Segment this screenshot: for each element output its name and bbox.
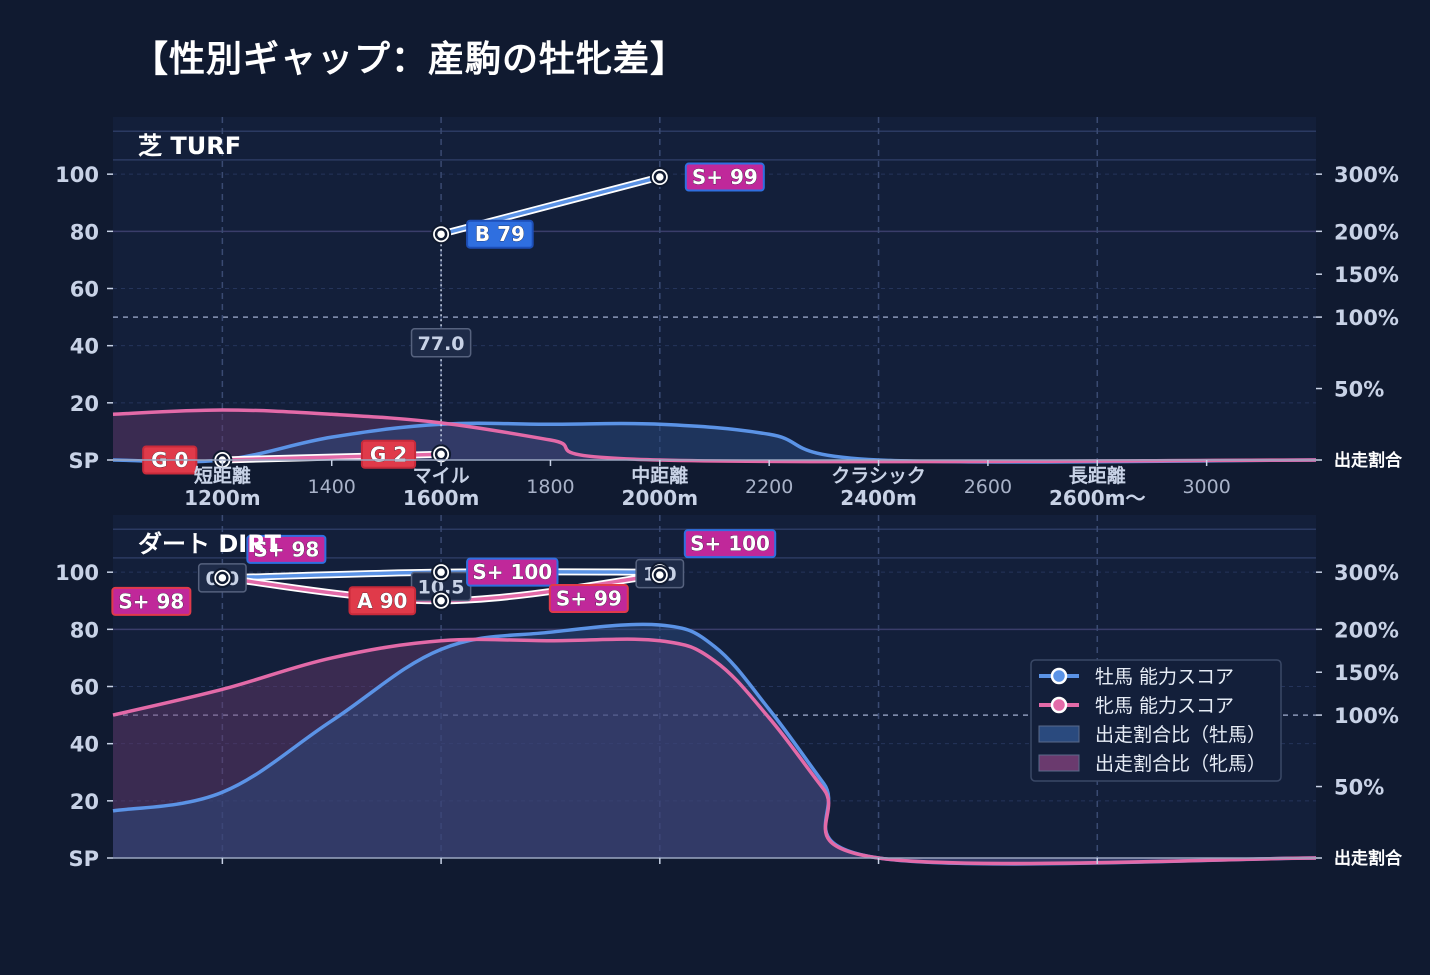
score-badge-label: S+ 99 xyxy=(692,165,758,189)
score-badge-label: B 79 xyxy=(475,222,525,246)
y-tick-label: 20 xyxy=(70,392,99,416)
x-tick-sublabel: 2400m xyxy=(840,486,917,510)
gap-label: 77.0 xyxy=(418,333,465,355)
score-badge xyxy=(360,439,417,469)
right-tick-label: 50% xyxy=(1334,776,1384,800)
right-tick-label: 300% xyxy=(1334,561,1399,585)
legend-label: 出走割合比（牡馬） xyxy=(1095,724,1266,746)
right-tick-label: 150% xyxy=(1334,661,1399,685)
panel-label: 芝 TURF xyxy=(138,132,241,160)
y-tick-label: 40 xyxy=(70,335,99,359)
y-tick-label: 60 xyxy=(70,278,99,302)
right-tick-label: 100% xyxy=(1334,306,1399,330)
score-marker-core xyxy=(434,227,448,241)
score-badge xyxy=(246,534,327,564)
score-badge-label: S+ 100 xyxy=(690,532,770,556)
female-ratio-line xyxy=(112,408,1317,464)
legend-label: 牝馬 能力スコア xyxy=(1095,695,1234,717)
right-tick-label: 150% xyxy=(1334,263,1399,287)
legend-box xyxy=(1030,659,1282,782)
x-tick-sublabel: 2600m〜 xyxy=(1049,486,1146,510)
score-badge xyxy=(466,219,534,249)
score-marker-core xyxy=(653,170,667,184)
right-tick-label: 出走割合 xyxy=(1334,848,1403,869)
legend-patch-swatch xyxy=(1038,725,1080,743)
score-badge-label: S+ 98 xyxy=(118,589,184,613)
score-badge xyxy=(348,586,417,616)
x-tick-sublabel: 1600m xyxy=(403,486,480,510)
score-badge xyxy=(683,529,777,559)
x-tick-label: 長距離 xyxy=(1069,464,1126,487)
right-tick-label: 300% xyxy=(1334,163,1399,187)
male-score-line xyxy=(439,175,662,236)
x-tick-label: 中距離 xyxy=(631,464,688,487)
score-marker-core xyxy=(216,571,229,585)
gap-label: 10.5 xyxy=(418,576,465,598)
x-tick-label: 2600 xyxy=(964,476,1012,498)
score-badge-label: S+ 99 xyxy=(556,587,622,611)
y-tick-label: 80 xyxy=(70,220,99,244)
score-marker-core xyxy=(434,565,448,579)
score-badge xyxy=(466,557,559,587)
male-ratio-area xyxy=(113,624,1316,864)
right-tick-label: 出走割合 xyxy=(1334,450,1403,471)
right-tick-label: 100% xyxy=(1334,704,1399,728)
y-tick-label: 20 xyxy=(70,790,99,814)
x-tick-label: 3000 xyxy=(1182,476,1230,498)
score-marker-core xyxy=(434,448,448,461)
score-badge xyxy=(548,584,629,614)
legend-patch-swatch xyxy=(1038,754,1080,772)
x-tick-label: 1400 xyxy=(308,476,356,498)
legend-label: 牡馬 能力スコア xyxy=(1095,666,1234,688)
score-badge-label: G 2 xyxy=(370,442,407,466)
y-tick-label: 100 xyxy=(55,163,99,187)
x-tick-sublabel: 1200m xyxy=(184,486,261,510)
score-badge-label: S+ 98 xyxy=(253,537,319,561)
x-tick-label: マイル xyxy=(413,465,470,487)
y-tick-label: 40 xyxy=(70,733,99,757)
x-tick-label: 1800 xyxy=(526,476,574,498)
right-tick-label: 200% xyxy=(1334,618,1399,642)
right-tick-label: 200% xyxy=(1334,220,1399,244)
score-badge xyxy=(111,586,192,616)
score-badge-label: S+ 100 xyxy=(472,560,552,584)
chart-title: 【性別ギャップ：産駒の牡牝差】 xyxy=(132,39,688,80)
legend-marker-swatch xyxy=(1050,696,1068,714)
legend-label: 出走割合比（牝馬） xyxy=(1095,753,1266,775)
y-tick-label: 100 xyxy=(55,561,99,585)
x-tick-label: クラシック xyxy=(831,465,926,487)
y-tick-label: 80 xyxy=(70,618,99,642)
legend-marker-swatch xyxy=(1050,667,1068,685)
score-badge xyxy=(684,162,765,192)
x-tick-label: 短距離 xyxy=(194,464,251,487)
score-badge-label: A 90 xyxy=(357,589,407,613)
score-marker-core xyxy=(653,568,667,582)
panel-label: ダート DIRT xyxy=(138,530,282,558)
x-tick-sublabel: 2000m xyxy=(622,486,699,510)
x-tick-label: 2200 xyxy=(745,476,793,498)
y-tick-label: 60 xyxy=(70,676,99,700)
gap-label-box xyxy=(410,328,472,358)
y-tick-label: SP xyxy=(68,847,99,871)
y-tick-label: SP xyxy=(68,449,99,473)
score-marker-core xyxy=(434,594,448,607)
right-tick-label: 50% xyxy=(1334,378,1384,402)
